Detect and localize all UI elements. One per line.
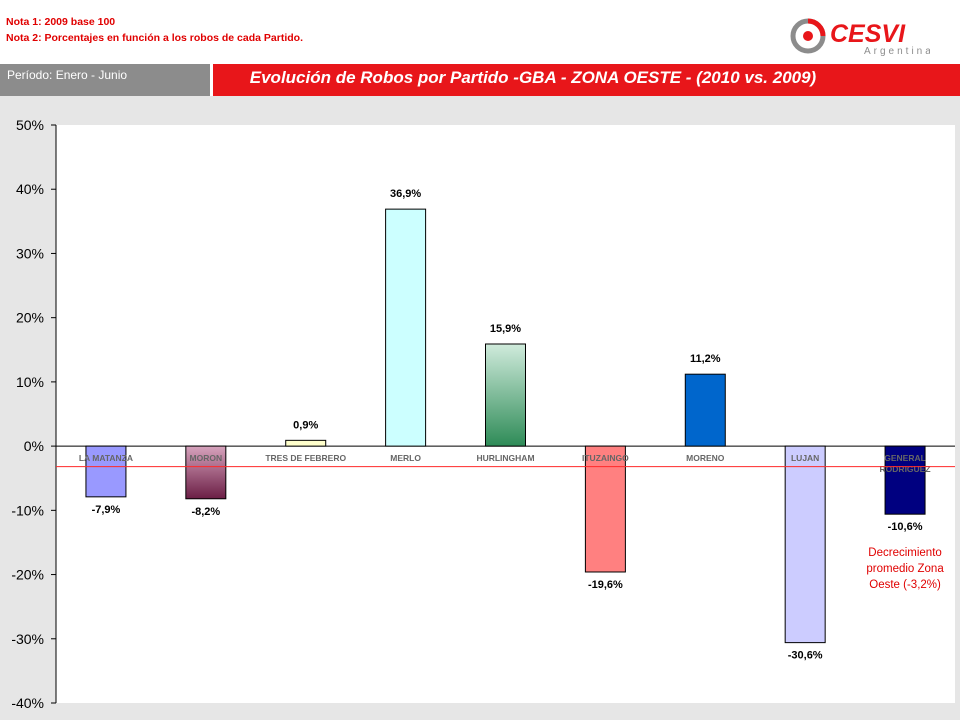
data-label: -30,6% [788,650,823,662]
logo-wordmark: CESVI [830,20,906,48]
category-label: MORENO [686,453,725,463]
y-tick-label: 50% [16,117,44,133]
period-label: Período: Enero - Junio [7,68,128,82]
category-label: MORON [190,453,223,463]
data-label: 0,9% [293,419,318,431]
bar [884,445,926,515]
y-tick-label: -10% [11,502,44,518]
y-tick-label: 40% [16,181,44,197]
y-tick-label: -40% [11,695,44,711]
y-tick-label: 20% [16,310,44,326]
cesvi-logo: CESVI Argentina [790,18,930,57]
category-label: LUJAN [791,453,819,463]
data-label: 36,9% [390,188,421,200]
category-label: ITUZAINGO [582,453,629,463]
y-tick-label: 10% [16,374,44,390]
bar [85,445,127,498]
logo-subtext: Argentina [864,46,930,57]
average-annotation: Decrecimiento [868,547,942,559]
bar [485,343,526,447]
bar [584,445,626,573]
category-label: TRES DE FEBRERO [265,453,346,463]
title-bar: Evolución de Robos por Partido -GBA - ZO… [213,64,960,96]
note-1: Nota 1: 2009 base 100 [6,16,116,28]
category-label: MERLO [390,453,421,463]
y-tick-label: 0% [24,438,44,454]
y-tick-label: -20% [11,567,44,583]
data-label: 11,2% [690,353,721,365]
header-bar: Nota 1: 2009 base 100 Nota 2: Porcentaje… [0,0,960,64]
bar [684,373,726,447]
data-label: -7,9% [92,504,121,516]
data-label: 15,9% [490,323,521,335]
period-box: Período: Enero - Junio [0,64,210,96]
category-label: GENERAL [884,453,926,463]
data-label: -8,2% [191,506,220,518]
y-tick-label: 30% [16,245,44,261]
average-annotation: promedio Zona [866,563,944,575]
category-label: LA MATANZA [79,453,133,463]
chart-frame: -40% -30% -20% -10% 0% 10% 20% 30% 40% 50% LA MATA… [0,96,960,720]
data-label: -10,6% [888,521,923,533]
y-tick-label: -30% [11,631,44,647]
bar [185,445,227,500]
bar [285,439,327,447]
data-label: -19,6% [588,579,623,591]
note-2: Nota 2: Porcentajes en función a los rob… [6,32,303,44]
bar [784,445,826,644]
bar-chart: -40% -30% -20% -10% 0% 10% 20% 30% 40% 50% LA MATA… [11,117,955,711]
average-annotation: Oeste (-3,2%) [869,579,941,591]
bar [385,208,427,447]
category-label: RODRIGUEZ [880,464,931,474]
chart-title: Evolución de Robos por Partido -GBA - ZO… [249,68,817,87]
category-label: HURLINGHAM [476,453,534,463]
